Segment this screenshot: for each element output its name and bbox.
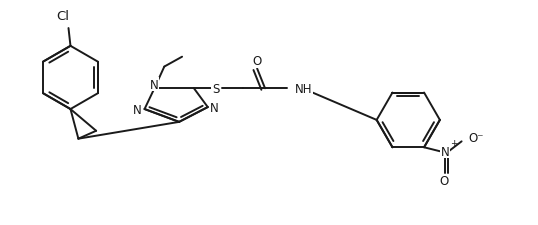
- Text: O⁻: O⁻: [469, 131, 484, 144]
- Text: O: O: [439, 175, 449, 187]
- Text: N: N: [150, 79, 159, 91]
- Text: NH: NH: [295, 82, 312, 95]
- Text: S: S: [212, 82, 220, 95]
- Text: N: N: [133, 103, 142, 116]
- Text: N: N: [210, 101, 219, 114]
- Text: +: +: [450, 139, 457, 148]
- Text: N: N: [441, 145, 449, 158]
- Text: Cl: Cl: [56, 10, 69, 23]
- Text: O: O: [252, 55, 262, 68]
